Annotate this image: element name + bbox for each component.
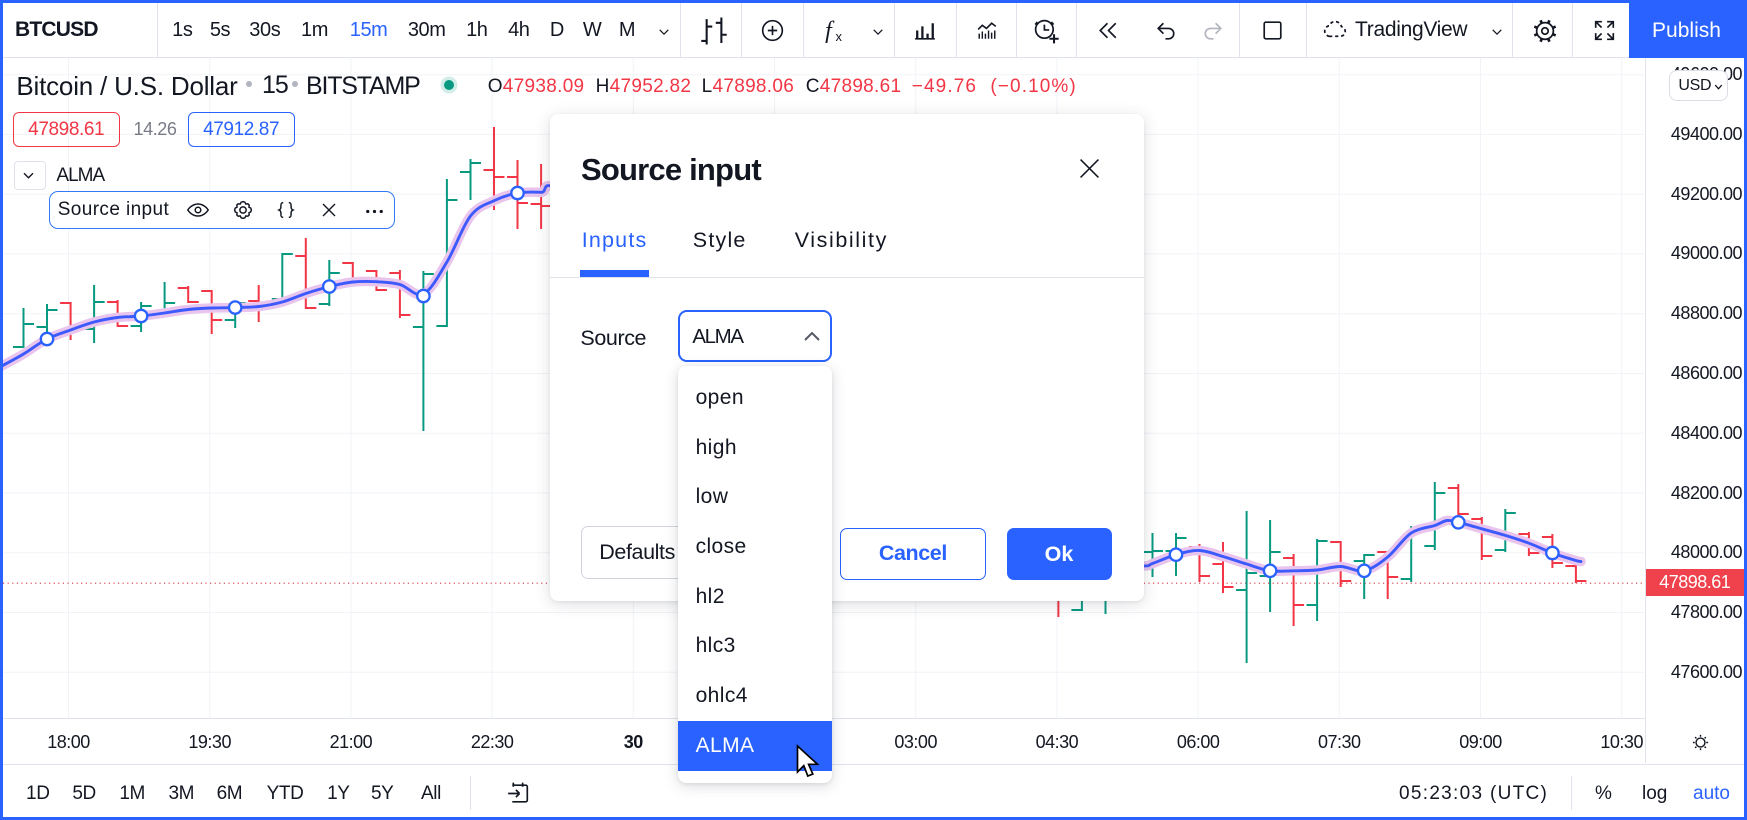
- svg-text:x: x: [836, 29, 843, 44]
- svg-text:f: f: [825, 18, 835, 44]
